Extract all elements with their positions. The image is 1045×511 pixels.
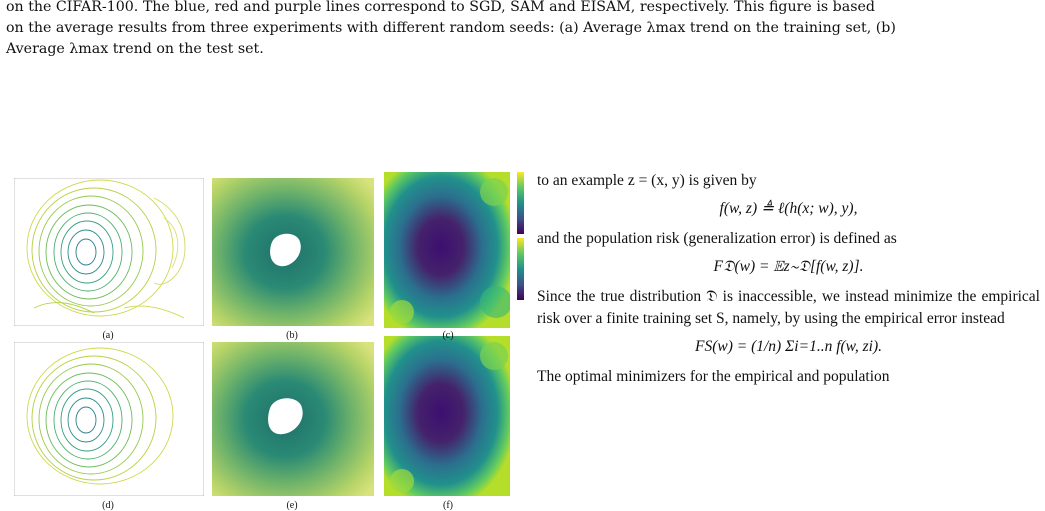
label-c: (c): [442, 330, 454, 341]
heatmap-plot-f: [384, 336, 510, 496]
body-text: to an example z = (x, y) is given by f(w…: [537, 170, 1040, 388]
surface-plot-b: [212, 178, 374, 326]
paragraph-1: to an example z = (x, y) is given by: [537, 172, 757, 189]
equation-2: F𝔇(w) = 𝔼z∼𝔇[f(w, z)].: [713, 258, 864, 275]
label-d: (d): [102, 500, 114, 511]
paragraph-2: and the population risk (generalization …: [537, 230, 897, 247]
label-f: (f): [443, 500, 453, 511]
paragraph-3: Since the true distribution 𝔇 is inacces…: [537, 288, 1040, 327]
surface-plot-e: [212, 342, 374, 496]
caption-line-3: Average λmax trend on the test set.: [6, 41, 264, 57]
paragraph-4: The optimal minimizers for the empirical…: [537, 368, 890, 385]
colorbar-bottom: [517, 238, 524, 300]
label-b: (b): [286, 330, 298, 341]
equation-1: f(w, z) ≜ ℓ(h(x; w), y),: [719, 200, 858, 217]
caption-line-1: on the CIFAR-100. The blue, red and purp…: [6, 0, 875, 15]
label-a: (a): [102, 330, 114, 341]
contour-plot-a: [14, 178, 204, 326]
equation-3: FS(w) = (1/n) Σi=1..n f(w, zi).: [695, 338, 882, 355]
caption-line-2: on the average results from three experi…: [6, 20, 896, 36]
label-e: (e): [286, 500, 298, 511]
contour-plot-d: [14, 342, 204, 496]
figure-caption: on the CIFAR-100. The blue, red and purp…: [6, 0, 1040, 60]
colorbar-top: [517, 172, 524, 234]
heatmap-plot-c: [384, 172, 510, 328]
